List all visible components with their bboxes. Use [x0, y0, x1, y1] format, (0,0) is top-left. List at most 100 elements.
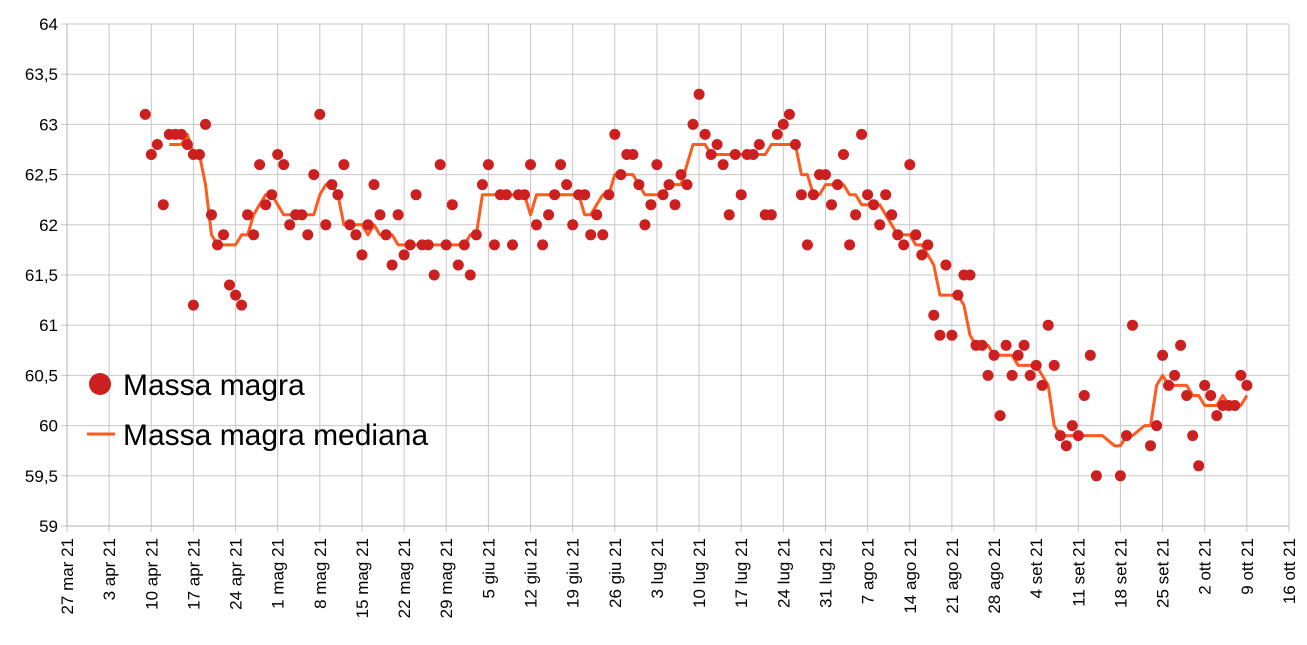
data-point — [735, 189, 747, 201]
data-point — [1000, 339, 1012, 351]
x-tick-label: 14 ago 21 — [901, 538, 920, 614]
data-point — [549, 189, 561, 201]
data-point — [892, 229, 904, 241]
data-point — [392, 209, 404, 221]
data-point — [543, 209, 555, 221]
data-point — [771, 128, 783, 140]
legend-label-massa-magra-mediana: Massa magra mediana — [123, 419, 428, 452]
data-point — [579, 189, 591, 201]
data-point — [428, 269, 440, 281]
x-tick-label: 11 set 21 — [1069, 538, 1088, 607]
y-tick-label: 63 — [39, 115, 58, 134]
data-point — [952, 289, 964, 301]
data-point — [868, 199, 880, 211]
data-point — [976, 339, 988, 351]
data-point — [326, 179, 338, 191]
data-point — [230, 289, 242, 301]
data-point — [886, 209, 898, 221]
data-point — [1006, 369, 1018, 381]
data-point — [1036, 379, 1048, 391]
data-point — [458, 239, 470, 251]
data-point — [1090, 470, 1102, 482]
x-tick-label: 28 ago 21 — [985, 538, 1004, 614]
x-tick-label: 10 lug 21 — [690, 538, 709, 608]
data-point — [488, 239, 500, 251]
x-tick-label: 3 lug 21 — [648, 538, 667, 599]
data-point — [374, 209, 386, 221]
data-point — [470, 229, 482, 241]
x-tick-label: 3 apr 21 — [100, 538, 119, 600]
grid — [61, 23, 1290, 532]
data-point — [862, 189, 874, 201]
data-point — [1157, 349, 1169, 361]
data-point — [446, 199, 458, 211]
x-tick-label: 27 mar 21 — [58, 538, 77, 615]
data-point — [302, 229, 314, 241]
data-point — [988, 349, 1000, 361]
data-point — [1114, 470, 1126, 482]
data-point — [236, 299, 248, 311]
data-point — [910, 229, 922, 241]
data-point — [1163, 379, 1175, 391]
data-point — [410, 189, 422, 201]
data-point — [753, 139, 765, 150]
data-point — [964, 269, 976, 281]
x-tick-label: 19 giu 21 — [564, 538, 583, 608]
data-point — [1042, 319, 1054, 331]
data-point — [555, 159, 567, 171]
data-point — [452, 259, 464, 271]
x-axis-ticks: 27 mar 21 3 apr 21 10 apr 21 17 apr 21 24 ap… — [58, 538, 1299, 618]
data-point — [838, 149, 849, 160]
data-point — [296, 209, 308, 221]
data-point — [663, 179, 675, 191]
legend: Massa magra Massa magra mediana — [87, 369, 428, 452]
data-point — [783, 108, 795, 120]
data-point — [218, 229, 229, 241]
x-tick-label: 22 mag 21 — [395, 538, 414, 618]
data-point — [898, 239, 910, 251]
series-massa-magra — [139, 88, 1253, 482]
data-point — [537, 239, 549, 251]
data-point — [206, 209, 217, 221]
data-point — [338, 159, 350, 171]
data-point — [1193, 460, 1205, 472]
data-point — [940, 259, 952, 271]
x-tick-label: 26 giu 21 — [606, 538, 625, 608]
data-point — [699, 128, 711, 140]
data-point — [507, 239, 518, 251]
y-tick-label: 62,5 — [25, 166, 58, 185]
data-point — [266, 189, 278, 201]
data-point — [645, 199, 657, 211]
data-point — [1018, 339, 1030, 351]
data-point — [482, 159, 494, 171]
y-tick-label: 59,5 — [25, 467, 58, 486]
data-point — [1127, 319, 1138, 331]
data-point — [187, 299, 199, 311]
data-point — [157, 199, 169, 211]
data-point — [934, 329, 946, 341]
data-point — [880, 189, 892, 201]
data-point — [308, 169, 320, 181]
data-point — [200, 118, 211, 130]
x-tick-label: 5 giu 21 — [479, 538, 498, 599]
data-point — [422, 239, 434, 251]
data-point — [320, 219, 332, 231]
data-point — [1072, 430, 1084, 442]
data-point — [254, 159, 266, 171]
y-tick-label: 63,5 — [25, 65, 58, 84]
data-point — [404, 239, 416, 251]
data-point — [928, 309, 940, 321]
x-tick-label: 17 apr 21 — [184, 538, 203, 610]
y-tick-label: 59 — [39, 517, 58, 536]
x-tick-label: 15 mag 21 — [353, 538, 372, 618]
data-point — [946, 329, 958, 341]
data-point — [531, 219, 542, 231]
data-point — [717, 159, 729, 171]
data-point — [874, 219, 886, 231]
data-point — [795, 189, 807, 201]
data-point — [212, 239, 223, 251]
data-point — [1066, 420, 1078, 432]
data-point — [711, 139, 723, 150]
data-point — [398, 249, 410, 261]
data-point — [693, 88, 705, 100]
